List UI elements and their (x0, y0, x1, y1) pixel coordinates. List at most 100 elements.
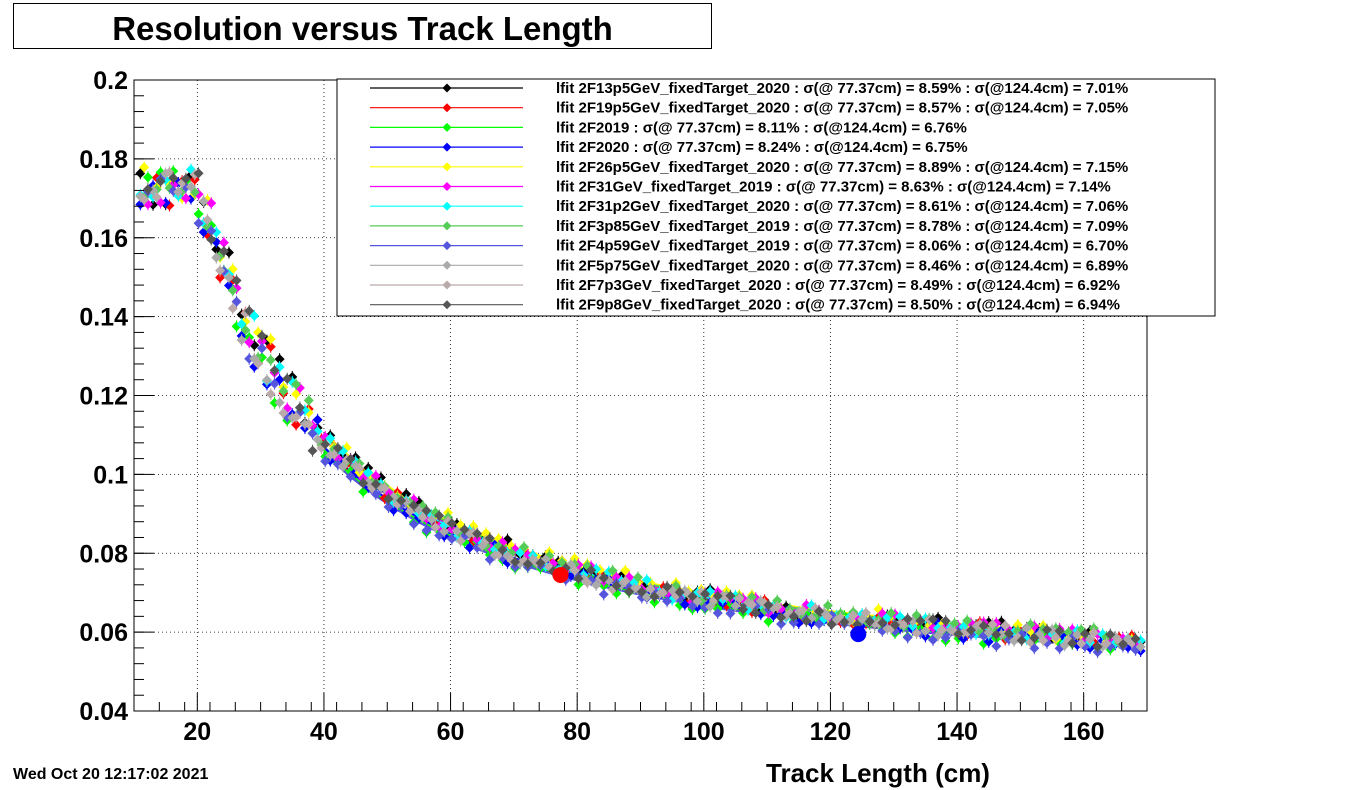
data-point-10 (1088, 627, 1099, 638)
data-point-11 (725, 590, 736, 601)
x-tick-label: 120 (810, 718, 852, 746)
data-point-11 (636, 586, 647, 597)
data-point-11 (915, 615, 926, 626)
data-point-7 (227, 285, 238, 296)
data-point-11 (1067, 638, 1078, 649)
x-tick-label: 20 (183, 718, 211, 746)
data-point-10 (329, 449, 340, 460)
data-point-2 (763, 616, 774, 627)
data-point-11 (510, 556, 521, 567)
data-point-10 (848, 610, 859, 621)
data-point-11 (256, 330, 267, 341)
title-box: Resolution versus Track Length (13, 3, 712, 49)
data-point-7 (632, 572, 643, 583)
data-point-5 (206, 198, 217, 209)
data-point-10 (430, 522, 441, 533)
data-point-11 (434, 510, 445, 521)
data-point-8 (193, 218, 204, 229)
data-point-11 (624, 586, 635, 597)
data-point-11 (218, 246, 229, 257)
data-point-11 (674, 587, 685, 598)
data-point-0 (274, 354, 285, 365)
data-point-9 (439, 526, 450, 537)
data-point-5 (928, 622, 939, 633)
x-tick-label: 60 (437, 718, 465, 746)
x-tick-label: 80 (563, 718, 591, 746)
data-point-6 (641, 574, 652, 585)
data-point-9 (1085, 634, 1096, 645)
data-point-8 (712, 607, 723, 618)
legend-label-11: lfit 2F9p8GeV_fixedTarget_2020 : σ(@ 77.… (556, 297, 1120, 314)
data-point-9 (730, 600, 741, 611)
data-point-11 (788, 611, 799, 622)
data-point-10 (936, 624, 947, 635)
data-point-10 (278, 407, 289, 418)
data-point-11 (890, 620, 901, 631)
data-point-11 (142, 184, 153, 195)
data-point-3 (983, 636, 994, 647)
data-point-8 (206, 225, 217, 236)
data-point-10 (379, 483, 390, 494)
data-point-11 (940, 615, 951, 626)
data-point-8 (788, 617, 799, 628)
data-points (135, 161, 1146, 659)
data-point-4 (139, 162, 150, 173)
data-point-11 (864, 616, 875, 627)
y-tick-label: 0.2 (93, 67, 128, 95)
data-point-1 (215, 272, 226, 283)
data-point-9 (249, 353, 260, 364)
data-point-9 (641, 592, 652, 603)
data-point-11 (535, 557, 546, 568)
data-point-9 (223, 272, 234, 283)
legend-label-7: lfit 2F3p85GeV_fixedTarget_2019 : σ(@ 77… (556, 218, 1128, 235)
data-point-10 (506, 555, 517, 566)
data-point-3 (464, 542, 475, 553)
data-point-11 (522, 559, 533, 570)
timestamp: Wed Oct 20 12:17:02 2021 (13, 766, 209, 783)
data-point-10 (354, 463, 365, 474)
data-point-11 (370, 479, 381, 490)
data-point-8 (269, 378, 280, 389)
data-point-11 (965, 625, 976, 636)
data-point-8 (598, 589, 609, 600)
data-point-5 (370, 470, 381, 481)
y-tick-label: 0.04 (79, 698, 128, 726)
data-point-11 (244, 305, 255, 316)
x-tick-label: 140 (936, 718, 978, 746)
legend-label-8: lfit 2F4p59GeV_fixedTarget_2019 : σ(@ 77… (556, 238, 1128, 255)
data-point-10 (1038, 635, 1049, 646)
data-point-11 (586, 565, 597, 576)
data-point-8 (776, 619, 787, 630)
data-point-8 (814, 619, 825, 630)
legend-label-9: lfit 2F5p75GeV_fixedTarget_2020 : σ(@ 77… (556, 257, 1128, 274)
data-point-11 (801, 616, 812, 627)
data-point-11 (877, 617, 888, 628)
data-point-5 (180, 193, 191, 204)
data-point-11 (928, 614, 939, 625)
data-point-11 (320, 439, 331, 450)
data-point-10 (911, 628, 922, 639)
data-point-9 (312, 434, 323, 445)
data-point-9 (1047, 624, 1058, 635)
reference-points (552, 566, 867, 643)
data-point-11 (1079, 628, 1090, 639)
legend-marker-0 (442, 83, 452, 93)
data-point-11 (180, 173, 191, 184)
data-point-11 (611, 580, 622, 591)
y-tick-label: 0.08 (79, 540, 128, 568)
legend-marker-10 (442, 280, 452, 290)
data-point-11 (763, 599, 774, 610)
data-point-7 (240, 325, 251, 336)
data-point-11 (421, 505, 432, 516)
data-point-7 (962, 615, 973, 626)
data-point-10 (620, 576, 631, 587)
data-point-8 (256, 343, 267, 354)
data-point-9 (173, 186, 184, 197)
data-point-11 (700, 588, 711, 599)
data-point-9 (185, 181, 196, 192)
data-point-3 (679, 599, 690, 610)
data-point-9 (1072, 629, 1083, 640)
data-point-11 (1029, 632, 1040, 643)
data-point-9 (1135, 641, 1146, 652)
data-point-8 (662, 596, 673, 607)
